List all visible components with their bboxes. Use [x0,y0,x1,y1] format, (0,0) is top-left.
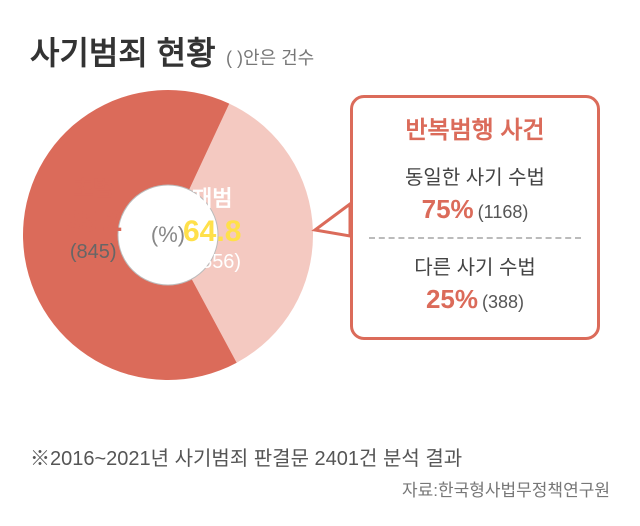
slice-count: (845) [64,240,122,265]
slice-pct: 64.8 [183,213,241,251]
footnote-text: ※2016~2021년 사기범죄 판결문 2401건 분석 결과 [30,442,462,471]
slice-name: 초범 [64,175,122,203]
callout-title: 반복범행 사건 [367,110,583,145]
callout-box: 반복범행 사건 동일한 사기 수법 75%(1168) 다른 사기 수법 25%(38… [350,95,600,340]
chart-title: 사기범죄 현황 [30,35,216,71]
callout-item-count: (388) [482,292,524,312]
slice-label-repeat: 재범64.8(1556) [183,185,241,275]
callout-divider [369,237,581,239]
slice-pct: 35.2 [64,203,122,241]
slice-label-first: 초범35.2(845) [64,175,122,265]
slice-count: (1556) [183,250,241,275]
callout-item-label: 동일한 사기 수법 [367,161,583,190]
callout-item-label: 다른 사기 수법 [367,251,583,280]
chart-header: 사기범죄 현황 ( )안은 건수 [30,28,314,74]
callout-item-pct: 25% [426,284,478,314]
callout-item: 다른 사기 수법 25%(388) [367,245,583,321]
callout-item-pct: 75% [422,194,474,224]
donut-chart: (%) 초범35.2(845) 재범64.8(1556) [18,85,318,385]
callout-item: 동일한 사기 수법 75%(1168) [367,155,583,231]
callout-item-count: (1168) [478,202,529,222]
slice-name: 재범 [183,185,241,213]
donut-center-label: (%) [151,222,185,248]
source-text: 자료:한국형사법무정책연구원 [402,476,610,501]
chart-subtitle: ( )안은 건수 [226,48,314,68]
